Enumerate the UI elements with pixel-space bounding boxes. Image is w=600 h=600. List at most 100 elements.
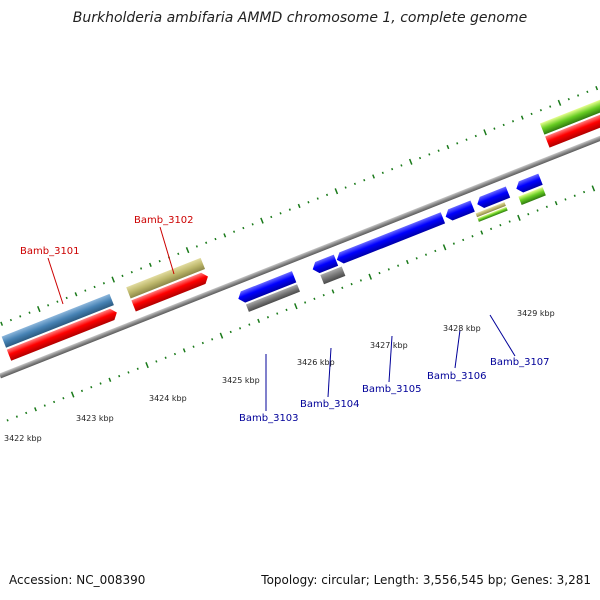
forward-ruler-tick — [400, 164, 403, 167]
gene-bamb-3107-feature[interactable] — [475, 186, 511, 210]
gene-right-green-feature[interactable] — [539, 84, 600, 135]
cds-bamb-3101-feature[interactable] — [6, 307, 119, 361]
cds-bamb-3102-feature[interactable] — [131, 271, 210, 312]
forward-ruler-tick — [595, 85, 599, 91]
cds-right-red-feature[interactable] — [545, 97, 600, 148]
forward-ruler-tick — [158, 259, 161, 263]
gene-bamb-3105-feature[interactable] — [335, 212, 446, 265]
reverse-ruler-tick — [182, 348, 186, 353]
forward-ruler-tick — [260, 217, 264, 224]
reverse-strand-features[interactable] — [236, 173, 547, 316]
forward-ruler-tick — [195, 245, 198, 248]
reverse-ruler-tick — [582, 190, 586, 194]
length-label: Length: — [373, 573, 420, 587]
reverse-ruler-tick — [564, 198, 567, 201]
forward-ruler-tick — [334, 188, 339, 195]
gene-label-bamb-3104[interactable]: Bamb_3104 — [300, 399, 360, 410]
gene-3108-feature[interactable] — [514, 173, 543, 195]
gene-bamb-3107-sub2-feature[interactable] — [477, 206, 508, 222]
gene-label-bamb-3101[interactable]: Bamb_3101 — [20, 246, 80, 257]
forward-ruler-tick — [37, 305, 41, 313]
reverse-ruler-tick — [490, 227, 493, 231]
gene-bamb-3104-feature[interactable] — [311, 254, 339, 275]
gene-bamb-3102-feature[interactable] — [126, 257, 206, 299]
forward-ruler-tick — [140, 267, 143, 270]
forward-ruler-tick — [437, 149, 440, 152]
forward-ruler-tick — [428, 153, 431, 156]
gene-bamb-3104-sub-feature[interactable] — [320, 266, 346, 285]
forward-ruler-tick — [84, 289, 87, 292]
reverse-ruler-tick — [257, 318, 261, 324]
genes-label: Genes: — [510, 573, 553, 587]
reverse-ruler-tick — [341, 286, 344, 289]
forward-ruler-tick — [307, 201, 310, 204]
gene-3108-sub-feature[interactable] — [518, 187, 546, 205]
forward-ruler-tick — [9, 318, 12, 322]
forward-ruler-tick — [325, 193, 329, 197]
reverse-ruler-tick — [211, 338, 214, 341]
gene-bamb-3106-feature[interactable] — [443, 200, 475, 222]
forward-ruler-tick — [493, 127, 496, 130]
topology-value: circular; — [321, 573, 370, 587]
forward-ruler-tick — [251, 223, 254, 226]
reverse-ruler-tick — [276, 312, 279, 315]
reverse-ruler-tick — [452, 242, 455, 245]
reverse-ruler-tick — [462, 238, 465, 242]
forward-ruler-tick — [56, 300, 59, 303]
forward-ruler-tick — [353, 182, 357, 186]
reverse-ruler-tick — [397, 264, 400, 267]
forward-ruler-tick — [0, 321, 4, 326]
accession-info: Accession: NC_008390 — [9, 573, 145, 587]
forward-ruler-tick — [65, 296, 68, 300]
forward-ruler-tick — [214, 237, 217, 241]
reverse-ruler-tick — [313, 297, 316, 301]
reverse-ruler-tick — [405, 259, 409, 265]
gene-label-bamb-3102[interactable]: Bamb_3102 — [134, 215, 194, 226]
genome-backbone — [0, 115, 600, 379]
forward-ruler-tick — [223, 233, 227, 238]
gene-label-bamb-3103[interactable]: Bamb_3103 — [239, 413, 299, 424]
forward-ruler-tick — [549, 105, 552, 108]
forward-ruler-tick — [47, 304, 50, 307]
scale-label-3423: 3423 kbp — [76, 414, 114, 423]
gene-bamb-3103-feature[interactable] — [236, 271, 297, 304]
reverse-ruler-tick — [34, 407, 37, 412]
forward-ruler-tick — [567, 97, 570, 101]
reverse-scale-ruler — [0, 185, 596, 428]
reverse-ruler-tick — [25, 411, 28, 415]
reverse-ruler-tick — [359, 279, 362, 282]
forward-ruler-tick — [557, 99, 562, 106]
scale-labels: 3422 kbp 3423 kbp 3424 kbp 3425 kbp 3426… — [4, 309, 555, 443]
reverse-ruler-tick — [62, 397, 65, 400]
forward-ruler-tick — [279, 212, 282, 215]
forward-ruler-tick — [148, 262, 152, 267]
reverse-ruler-tick — [499, 224, 502, 227]
forward-ruler-tick — [418, 156, 422, 160]
scale-label-3422: 3422 kbp — [4, 434, 42, 443]
reverse-ruler-tick — [442, 244, 447, 251]
reverse-ruler-tick — [192, 345, 195, 348]
forward-ruler-tick — [465, 138, 468, 141]
gene-bamb-3107-sub-feature[interactable] — [475, 202, 506, 218]
reverse-ruler-tick — [238, 327, 242, 330]
forward-ruler-tick — [130, 270, 133, 274]
gene-label-bamb-3107[interactable]: Bamb_3107 — [490, 357, 550, 368]
reverse-ruler-tick — [294, 303, 298, 310]
genes-value: 3,281 — [556, 573, 591, 587]
gene-bamb-3103-sub-feature[interactable] — [245, 284, 301, 312]
reverse-ruler-tick — [15, 415, 18, 418]
genome-stats: Topology: circular; Length: 3,556,545 bp… — [261, 573, 591, 587]
scale-label-3425: 3425 kbp — [222, 376, 260, 385]
gene-label-bamb-3106[interactable]: Bamb_3106 — [427, 371, 487, 382]
gene-bamb-3101-feature[interactable] — [1, 293, 114, 348]
topology-label: Topology: — [261, 573, 318, 587]
forward-strand-features — [1, 84, 600, 361]
reverse-ruler-tick — [229, 330, 232, 334]
reverse-ruler-tick — [480, 230, 484, 235]
forward-ruler-tick — [502, 123, 505, 127]
forward-ruler-tick — [456, 142, 459, 145]
forward-ruler-tick — [586, 90, 589, 94]
forward-callouts — [47, 226, 175, 305]
gene-label-bamb-3105[interactable]: Bamb_3105 — [362, 384, 422, 395]
